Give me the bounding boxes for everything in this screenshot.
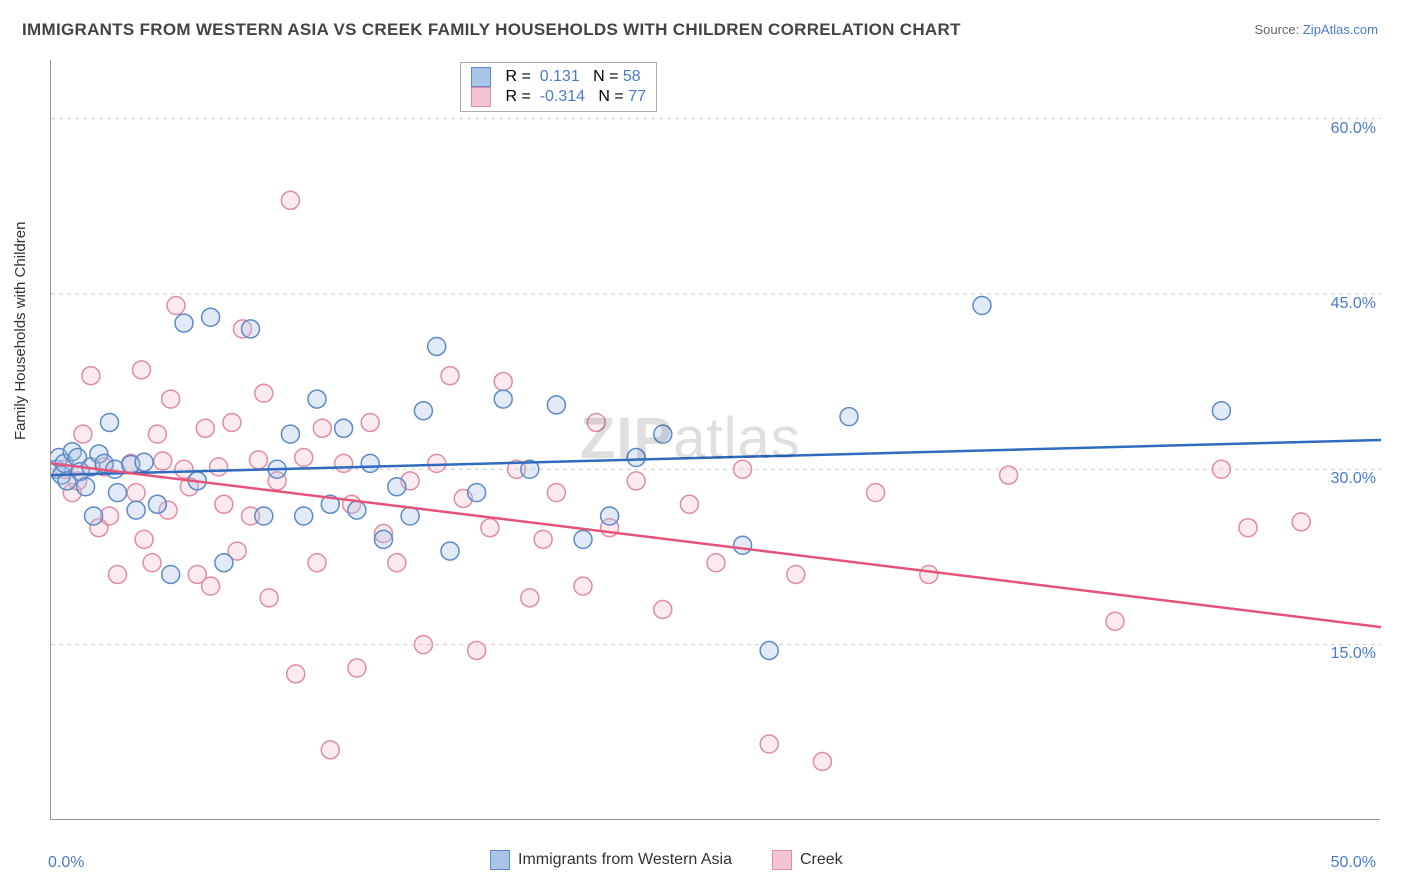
legend-swatch (772, 850, 792, 870)
source-prefix: Source: (1254, 22, 1302, 37)
legend-swatch (471, 67, 491, 87)
legend-label: Immigrants from Western Asia (518, 851, 732, 869)
legend-stats: R = 0.131 N = 58 (501, 68, 641, 86)
y-tick-30: 30.0% (1331, 470, 1376, 488)
x-tick-max: 50.0% (1331, 854, 1376, 872)
legend-row: R = 0.131 N = 58 (471, 67, 646, 87)
legend-swatch (471, 87, 491, 107)
y-axis-label: Family Households with Children (12, 222, 29, 440)
legend-row: R = -0.314 N = 77 (471, 87, 646, 107)
plot-area (50, 60, 1380, 820)
series-legend: Immigrants from Western Asia Creek (490, 850, 843, 870)
legend-swatch (490, 850, 510, 870)
y-tick-45: 45.0% (1331, 295, 1376, 313)
x-tick-min: 0.0% (48, 854, 84, 872)
y-tick-60: 60.0% (1331, 120, 1376, 138)
series-legend-item: Creek (772, 850, 843, 870)
correlation-legend: R = 0.131 N = 58 R = -0.314 N = 77 (460, 62, 657, 112)
chart-svg (51, 60, 1381, 820)
y-tick-15: 15.0% (1331, 645, 1376, 663)
chart-title: IMMIGRANTS FROM WESTERN ASIA VS CREEK FA… (22, 20, 961, 40)
series-legend-item: Immigrants from Western Asia (490, 850, 732, 870)
legend-label: Creek (800, 851, 843, 869)
source-link[interactable]: ZipAtlas.com (1303, 22, 1378, 37)
legend-stats: R = -0.314 N = 77 (501, 88, 646, 106)
source-attribution: Source: ZipAtlas.com (1254, 22, 1378, 37)
